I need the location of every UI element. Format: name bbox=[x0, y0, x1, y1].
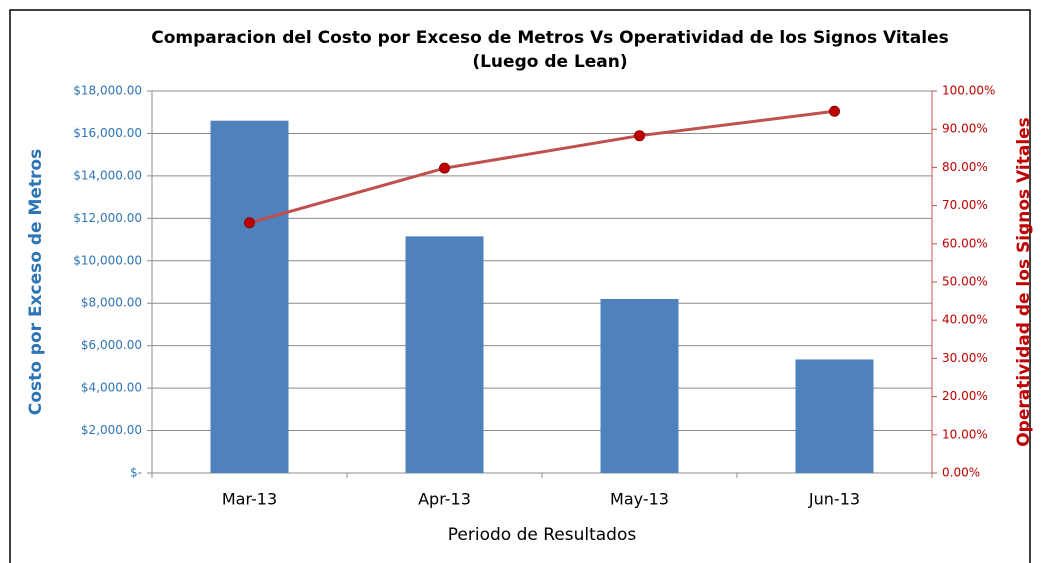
y2-tick-label: 0.00% bbox=[942, 466, 980, 480]
y-tick-label: $8,000.00 bbox=[81, 296, 142, 310]
x-tick-label: May-13 bbox=[610, 490, 669, 509]
y2-tick-label: 100.00% bbox=[942, 84, 995, 98]
y-tick-label: $16,000.00 bbox=[73, 126, 142, 140]
x-tick-label: Apr-13 bbox=[418, 490, 471, 509]
line-marker bbox=[244, 217, 255, 229]
x-tick-label: Jun-13 bbox=[808, 490, 860, 509]
y2-tick-label: 60.00% bbox=[942, 236, 988, 250]
line bbox=[249, 109, 835, 225]
y-tick-label: $6,000.00 bbox=[81, 338, 142, 352]
y-tick-label: $- bbox=[130, 466, 142, 480]
y2-tick-label: 20.00% bbox=[942, 389, 988, 403]
line-marker bbox=[634, 130, 645, 142]
y2-tick-label: 80.00% bbox=[942, 160, 988, 174]
y2-axis-title: Operatividad de los Signos Vitales bbox=[1014, 117, 1034, 447]
chart-subtitle: (Luego de Lean) bbox=[472, 52, 627, 72]
y2-tick-label: 40.00% bbox=[942, 313, 988, 327]
y-tick-label: $2,000.00 bbox=[81, 423, 142, 437]
chart-frame bbox=[9, 9, 1031, 563]
y2-tick-label: 90.00% bbox=[942, 122, 988, 136]
y2-tick-label: 30.00% bbox=[942, 351, 988, 365]
y2-tick-label: 10.00% bbox=[942, 427, 988, 441]
y2-tick-label: 70.00% bbox=[942, 198, 988, 212]
bar bbox=[210, 120, 289, 473]
x-axis-title: Periodo de Resultados bbox=[448, 525, 637, 545]
bar bbox=[405, 236, 484, 473]
chart-title: Comparacion del Costo por Exceso de Metr… bbox=[151, 28, 949, 48]
bar bbox=[600, 298, 679, 473]
y-tick-label: $4,000.00 bbox=[81, 381, 142, 395]
y-tick-label: $12,000.00 bbox=[73, 211, 142, 225]
line-marker bbox=[829, 105, 840, 117]
y-tick-label: $18,000.00 bbox=[73, 84, 142, 98]
y-tick-label: $10,000.00 bbox=[73, 253, 142, 267]
line-marker bbox=[439, 162, 450, 174]
y-axis-title: Costo por Exceso de Metros bbox=[26, 149, 46, 415]
y2-tick-label: 50.00% bbox=[942, 275, 988, 289]
x-tick-label: Mar-13 bbox=[222, 490, 277, 509]
bar bbox=[795, 359, 874, 473]
y-tick-label: $14,000.00 bbox=[73, 168, 142, 182]
